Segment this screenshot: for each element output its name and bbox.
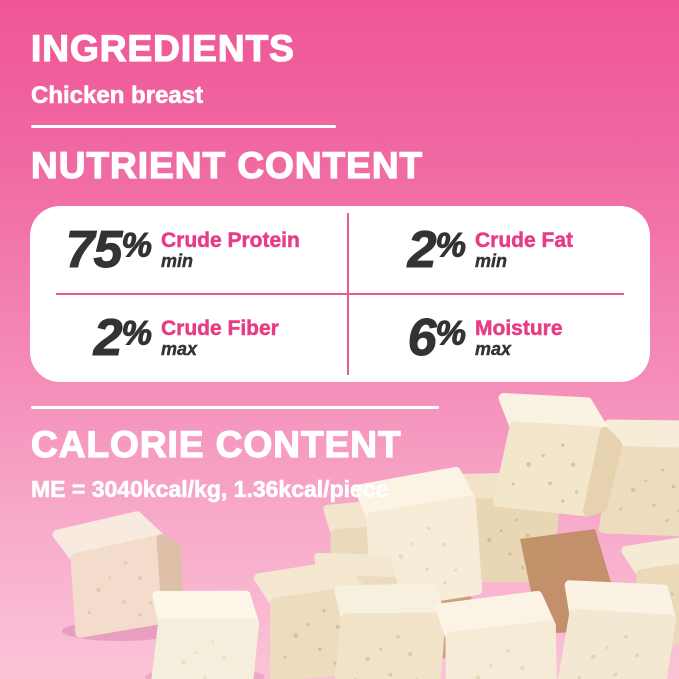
- section-divider: [31, 125, 336, 128]
- nutrient-value: 6%: [407, 309, 467, 367]
- calorie-content-title: CALORIE CONTENT: [30, 424, 402, 465]
- ingredients-value: Chicken breast: [31, 82, 204, 109]
- nutrient-label: Moisture: [475, 316, 563, 340]
- percent-sign: %: [121, 314, 153, 353]
- percent-sign: %: [435, 226, 467, 265]
- nutrient-panel: 75% Crude Protein min 2% Crude Fat min 2…: [30, 206, 650, 382]
- nutrient-value: 2%: [93, 309, 153, 367]
- ingredients-title: INGREDIENTS: [30, 28, 295, 69]
- nutrient-cell-moisture: 6% Moisture max: [348, 294, 650, 382]
- nutrient-value: 2%: [407, 221, 467, 279]
- nutrient-qualifier: max: [161, 338, 198, 359]
- nutrient-cell-crude-fiber: 2% Crude Fiber max: [30, 294, 348, 382]
- nutrient-cell-crude-protein: 75% Crude Protein min: [30, 206, 348, 294]
- nutrient-qualifier: min: [161, 250, 194, 271]
- panel-horizontal-divider: [56, 293, 624, 295]
- section-divider: [31, 406, 439, 409]
- nutrient-label: Crude Protein: [161, 228, 300, 252]
- nutrient-qualifier: min: [475, 250, 508, 271]
- nutrient-value: 75%: [65, 221, 153, 279]
- nutrient-content-title: NUTRIENT CONTENT: [30, 145, 424, 186]
- nutrient-cell-crude-fat: 2% Crude Fat min: [348, 206, 650, 294]
- label-content: INGREDIENTS Chicken breast NUTRIENT CONT…: [30, 0, 661, 502]
- nutrient-label: Crude Fat: [475, 228, 574, 252]
- percent-sign: %: [435, 314, 467, 353]
- percent-sign: %: [121, 226, 153, 265]
- calorie-value: ME = 3040kcal/kg, 1.36kcal/piece: [31, 476, 389, 502]
- nutrient-qualifier: max: [475, 338, 512, 359]
- nutrient-label: Crude Fiber: [161, 316, 279, 340]
